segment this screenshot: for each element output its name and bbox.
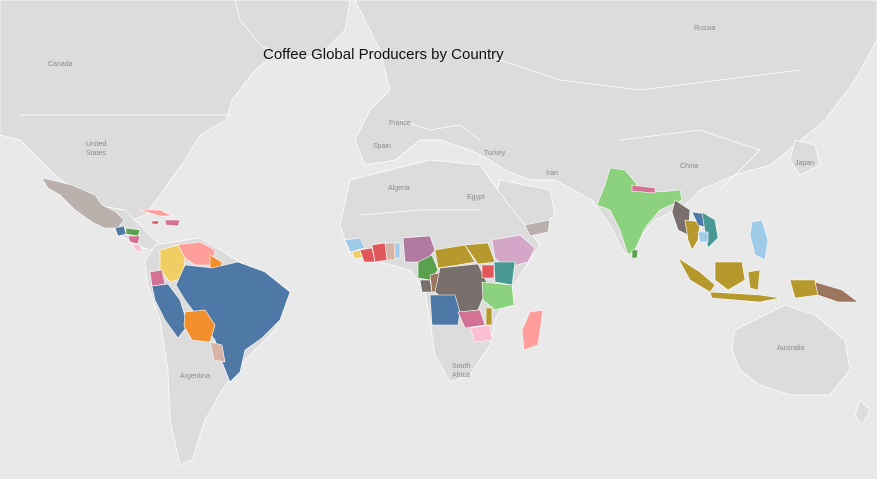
- label-egypt: Egypt: [467, 194, 485, 201]
- country-myanmar[interactable]: [671, 199, 691, 236]
- country-madagascar[interactable]: [521, 309, 544, 351]
- country-ivory-coast[interactable]: [371, 242, 388, 263]
- country-cuba[interactable]: [139, 209, 173, 217]
- country-angola[interactable]: [429, 294, 461, 326]
- country-ethiopia[interactable]: [491, 234, 536, 269]
- label-united-states-2: States: [86, 150, 106, 157]
- country-nepal[interactable]: [631, 184, 656, 194]
- place-labels: Canada United States Russia France Spain…: [48, 25, 814, 380]
- country-java[interactable]: [709, 291, 781, 303]
- country-yemen[interactable]: [524, 219, 551, 237]
- landmass-australia: [731, 304, 851, 396]
- country-sierra-leone[interactable]: [351, 249, 363, 259]
- country-malawi[interactable]: [485, 307, 493, 326]
- border-africa-north: [359, 209, 480, 216]
- border-europe: [399, 119, 481, 141]
- country-togo[interactable]: [394, 242, 401, 259]
- label-algeria: Algeria: [388, 185, 410, 192]
- country-kenya[interactable]: [493, 261, 516, 286]
- label-spain: Spain: [373, 143, 391, 150]
- landmass-japan: [789, 139, 821, 176]
- country-borneo[interactable]: [714, 261, 746, 291]
- country-sulawesi[interactable]: [747, 269, 761, 291]
- country-zimbabwe[interactable]: [469, 324, 493, 343]
- landmass-north-america: [0, 0, 301, 223]
- country-ghana[interactable]: [384, 242, 396, 261]
- label-russia: Russia: [694, 25, 716, 32]
- country-zambia[interactable]: [457, 309, 486, 329]
- country-sri-lanka[interactable]: [631, 249, 639, 259]
- label-canada: Canada: [48, 61, 73, 68]
- country-vietnam[interactable]: [701, 211, 719, 249]
- country-costa-rica[interactable]: [131, 243, 143, 253]
- country-indonesia-east[interactable]: [789, 279, 819, 299]
- country-car[interactable]: [434, 244, 476, 269]
- map-title: Coffee Global Producers by Country: [263, 46, 504, 63]
- label-turkey: Turkey: [484, 150, 506, 157]
- country-uganda[interactable]: [481, 264, 495, 279]
- country-cambodia[interactable]: [697, 231, 709, 243]
- country-malaysia-sumatra[interactable]: [677, 257, 716, 293]
- country-gabon[interactable]: [419, 279, 433, 293]
- country-philippines[interactable]: [749, 219, 769, 261]
- producer-countries: [41, 167, 859, 383]
- country-ecuador[interactable]: [149, 269, 166, 287]
- label-china: China: [680, 163, 698, 170]
- label-south-africa-1: South: [452, 363, 470, 370]
- country-jamaica[interactable]: [151, 220, 160, 225]
- border-russia: [469, 49, 801, 91]
- country-guinea[interactable]: [344, 237, 366, 253]
- label-japan: Japan: [795, 160, 814, 167]
- label-australia: Australia: [777, 345, 804, 352]
- border-china: [619, 129, 761, 191]
- country-papua-new-guinea[interactable]: [814, 281, 859, 303]
- country-borders: [20, 49, 801, 216]
- country-paraguay[interactable]: [209, 341, 226, 363]
- landmass-greenland: [234, 0, 351, 61]
- label-south-africa-2: Africa: [452, 372, 470, 379]
- country-peru[interactable]: [151, 283, 189, 339]
- label-argentina: Argentina: [180, 373, 210, 380]
- country-haiti-dr[interactable]: [164, 219, 181, 227]
- country-brazil[interactable]: [175, 261, 291, 383]
- country-nicaragua[interactable]: [127, 235, 141, 245]
- landmass-new-zealand: [854, 399, 871, 426]
- label-france: France: [389, 120, 411, 127]
- country-tanzania[interactable]: [481, 281, 515, 311]
- landmass-eurasia: [354, 0, 877, 256]
- label-iran: Iran: [546, 170, 558, 177]
- label-united-states-1: United: [86, 141, 106, 148]
